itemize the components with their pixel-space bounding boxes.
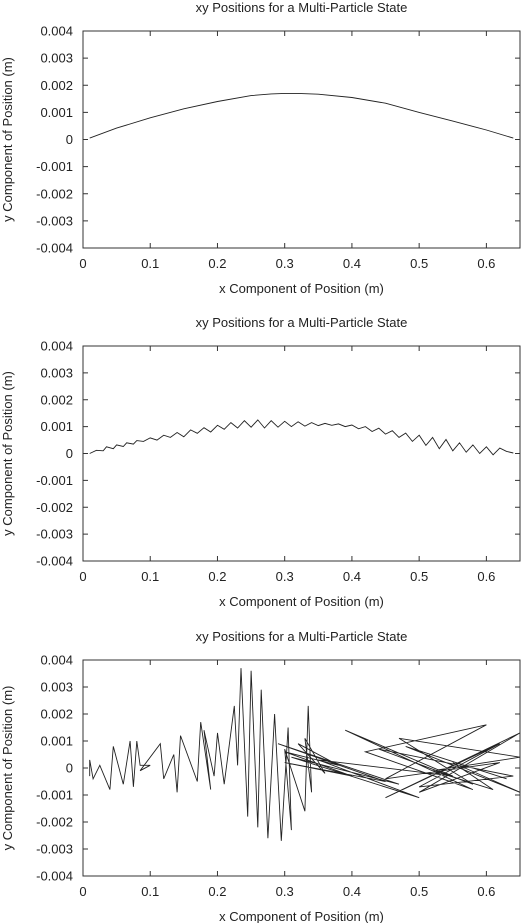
x-tick-label: 0.2 — [208, 569, 226, 584]
x-axis-label: x Component of Position (m) — [219, 909, 384, 923]
y-tick-label: 0.004 — [40, 339, 73, 354]
y-tick-label: 0.003 — [40, 680, 73, 695]
y-tick-label: -0.001 — [36, 788, 73, 803]
y-tick-label: 0.001 — [40, 105, 73, 120]
x-axis-label: x Component of Position (m) — [219, 281, 384, 296]
y-tick-label: 0.003 — [40, 51, 73, 66]
series-line-1 — [89, 419, 514, 456]
series-line-1 — [89, 668, 520, 841]
x-tick-label: 0 — [79, 884, 86, 899]
y-tick-label: -0.002 — [36, 815, 73, 830]
y-tick-label: -0.003 — [36, 842, 73, 857]
x-tick-label: 0.2 — [208, 256, 226, 271]
x-tick-label: 0 — [79, 569, 86, 584]
chart-panel-2: xy Positions for a Multi-Particle State 0… — [0, 315, 521, 609]
y-tick-label: -0.004 — [36, 869, 73, 884]
y-tick-label: 0.004 — [40, 653, 73, 668]
y-tick-label: 0 — [66, 446, 73, 461]
x-tick-label: 0.4 — [343, 256, 361, 271]
x-tick-label: 0.4 — [343, 569, 361, 584]
plot-frame — [82, 30, 521, 249]
y-tick-label: 0.002 — [40, 707, 73, 722]
y-tick-label: -0.002 — [36, 500, 73, 515]
x-axis-label: x Component of Position (m) — [219, 594, 384, 609]
y-tick-label: -0.001 — [36, 473, 73, 488]
chart-title: xy Positions for a Multi-Particle State — [196, 0, 408, 15]
y-tick-label: -0.001 — [36, 159, 73, 174]
x-tick-label: 0.3 — [276, 884, 294, 899]
x-tick-label: 0.5 — [410, 256, 428, 271]
y-axis-label: y Component of Position (m) — [0, 686, 15, 851]
x-tick-label: 0.3 — [276, 569, 294, 584]
y-tick-label: -0.003 — [36, 213, 73, 228]
y-tick-label: 0.001 — [40, 419, 73, 434]
x-tick-label: 0.5 — [410, 884, 428, 899]
x-tick-label: 0.2 — [208, 884, 226, 899]
y-tick-label: -0.002 — [36, 186, 73, 201]
y-tick-label: 0 — [66, 761, 73, 776]
plot-frame — [82, 345, 521, 562]
x-tick-label: 0.6 — [477, 256, 495, 271]
x-tick-label: 0.6 — [477, 884, 495, 899]
chart-title: xy Positions for a Multi-Particle State — [196, 629, 408, 644]
x-tick-label: 0 — [79, 256, 86, 271]
y-tick-label: -0.004 — [36, 554, 73, 569]
x-tick-label: 0.3 — [276, 256, 294, 271]
y-tick-label: 0.002 — [40, 78, 73, 93]
x-tick-label: 0.1 — [141, 569, 159, 584]
y-tick-label: 0 — [66, 132, 73, 147]
y-tick-label: 0.004 — [40, 24, 73, 39]
x-tick-label: 0.1 — [141, 256, 159, 271]
chart-panel-3: xy Positions for a Multi-Particle State 0… — [0, 629, 521, 923]
y-axis-label: y Component of Position (m) — [0, 371, 15, 536]
series-line-1 — [89, 92, 514, 139]
y-tick-label: -0.003 — [36, 527, 73, 542]
x-tick-label: 0.4 — [343, 884, 361, 899]
x-tick-label: 0.6 — [477, 569, 495, 584]
x-tick-label: 0.1 — [141, 884, 159, 899]
x-tick-label: 0.5 — [410, 569, 428, 584]
chart-panel-1: xy Positions for a Multi-Particle State 0… — [0, 0, 521, 296]
y-tick-label: 0.001 — [40, 734, 73, 749]
y-tick-label: 0.003 — [40, 365, 73, 380]
y-tick-label: 0.002 — [40, 392, 73, 407]
y-axis-label: y Component of Position (m) — [0, 57, 15, 222]
chart-title: xy Positions for a Multi-Particle State — [196, 315, 408, 330]
y-tick-label: -0.004 — [36, 241, 73, 256]
